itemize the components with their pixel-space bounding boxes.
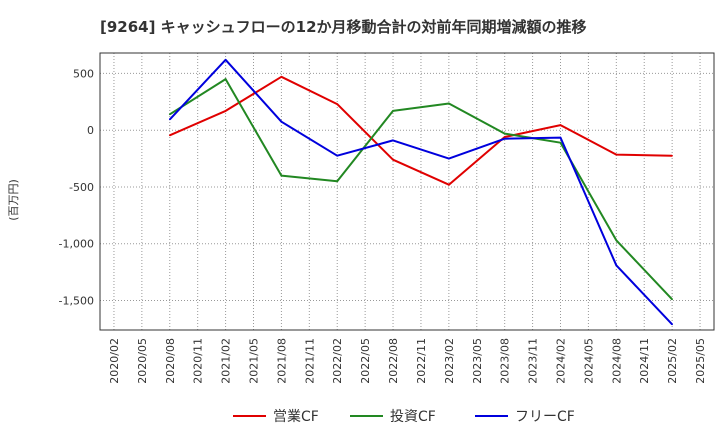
series-3-point [280,120,283,123]
series-line-3 [169,58,673,325]
series-1-point [448,183,450,186]
y-axis-labels: 500 0 -500 -1,000 -1,500 [59,67,94,307]
series-lines [168,58,673,326]
series-2-point [615,239,618,242]
series-1-point [392,158,394,161]
series-1-point [559,124,562,126]
x-tick-label: 2022/08 [387,338,400,384]
plot-border [99,52,715,331]
x-tick-label: 2020/11 [192,338,205,384]
legend-label-2: 投資CF [390,409,436,425]
x-tick-label: 2020/02 [108,338,121,384]
y-tick-label: -1,500 [59,294,94,307]
series-2-point [671,298,673,301]
x-tick-label: 2023/02 [443,338,456,384]
series-3-point [224,59,227,61]
legend-label-1: 営業CF [273,409,319,425]
series-3-point [615,264,618,267]
series-1-point [224,110,227,112]
x-tick-label: 2023/08 [499,338,512,384]
series-line-1 [169,75,673,186]
series-2-point [503,132,506,135]
y-tick-label: 0 [87,124,94,137]
x-tick-label: 2022/05 [359,338,372,384]
series-3-point [503,137,506,140]
series-2-point [336,180,339,183]
x-tick-label: 2023/05 [471,338,484,384]
y-axis-title: (百万円) [7,179,20,221]
series-2-point [392,110,394,112]
y-tick-label: -500 [69,181,94,194]
chart-title: [9264] キャッシュフローの12か月移動合計の対前年同期増減額の推移 [100,18,587,36]
x-tick-label: 2021/08 [275,338,288,384]
series-2-point [280,174,283,177]
series-3-point [168,118,171,121]
plot-area [99,52,715,331]
series-3-point [559,136,562,139]
legend-label-3: フリーCF [515,409,575,425]
x-tick-label: 2022/02 [331,338,344,384]
series-1-point [503,136,506,138]
plot-background [100,53,714,330]
series-1-point [671,154,673,157]
series-1-point [336,103,339,105]
series-3-point [448,157,450,160]
series-2-point [224,78,227,80]
chart-legend: 営業CF 投資CF フリーCF [233,409,575,425]
x-tick-label: 2021/02 [220,338,233,384]
x-tick-label: 2024/02 [555,338,568,384]
series-1-point [168,134,171,137]
x-tick-label: 2024/08 [610,338,623,384]
x-tick-label: 2020/08 [164,338,177,384]
x-tick-label: 2022/11 [415,338,428,384]
series-2-point [168,113,171,116]
y-tick-label: 500 [73,67,94,80]
series-1-point [615,153,618,156]
x-tick-label: 2025/05 [694,338,707,384]
series-3-point [671,323,673,326]
y-tick-label: -1,000 [59,238,94,251]
x-tick-label: 2024/05 [582,338,595,384]
series-2-point [559,141,562,144]
x-tick-label: 2020/05 [136,338,149,384]
x-axis-labels: 2020/02 2020/05 2020/08 2020/11 2021/02 2021/… [108,338,707,384]
series-3-point [336,154,339,157]
x-tick-label: 2025/02 [666,338,679,384]
x-tick-label: 2021/05 [248,338,261,384]
series-1-point [280,76,283,78]
series-3-point [392,139,394,142]
x-tick-label: 2024/11 [638,338,651,384]
series-2-point [448,102,450,105]
x-tick-label: 2021/11 [303,338,316,384]
x-tick-label: 2023/11 [527,338,540,384]
